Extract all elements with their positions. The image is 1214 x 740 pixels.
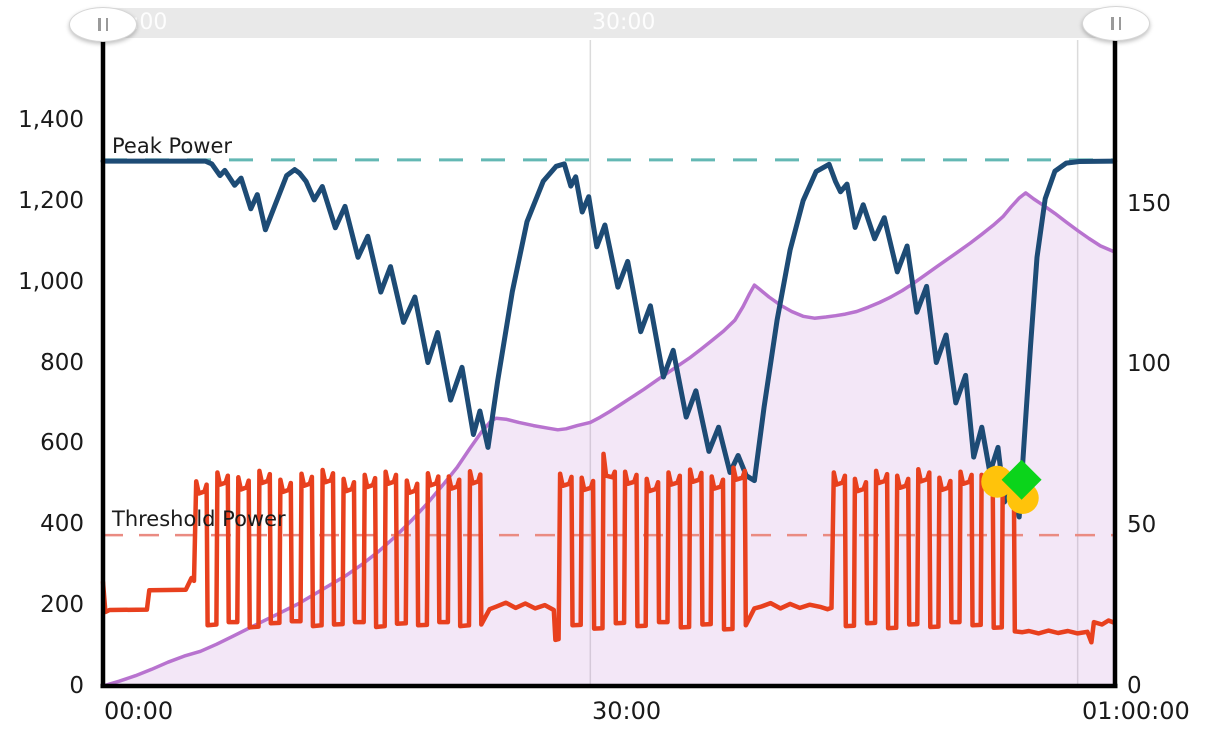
y-axis-tick-label: 0 [69, 673, 84, 699]
time-range-track[interactable]: 00:00 30:00 [102, 8, 1107, 38]
right-axis-tick-label: 50 [1127, 512, 1157, 538]
peak-power-label: Peak Power [112, 134, 233, 158]
range-end-handle[interactable] [1082, 6, 1150, 41]
x-axis-tick-label: 30:00 [592, 697, 662, 725]
pause-grip-icon [1111, 17, 1121, 30]
axis-lines [100, 40, 1118, 689]
y-axis-tick-label: 200 [40, 592, 84, 618]
y-axis-tick-label: 600 [40, 430, 84, 456]
x-axis-tick-label: 00:00 [104, 697, 174, 725]
right-axis-tick-label: 100 [1127, 351, 1171, 377]
y-axis-tick-label: 1,400 [18, 107, 84, 133]
y-axis-tick-label: 800 [40, 350, 84, 376]
y-axis-tick-label: 1,000 [18, 269, 84, 295]
right-axis-tick-label: 0 [1127, 673, 1142, 699]
threshold-power-label: Threshold Power [112, 507, 286, 531]
x-axis-tick-label: 01:00:00 [1082, 697, 1190, 725]
slider-time-label-mid: 30:00 [592, 10, 656, 35]
range-start-handle[interactable] [69, 7, 137, 42]
right-axis-tick-label: 150 [1127, 191, 1171, 217]
y-axis-tick-label: 400 [40, 511, 84, 537]
y-axis-tick-label: 1,200 [18, 188, 84, 214]
pause-grip-icon [98, 18, 108, 31]
